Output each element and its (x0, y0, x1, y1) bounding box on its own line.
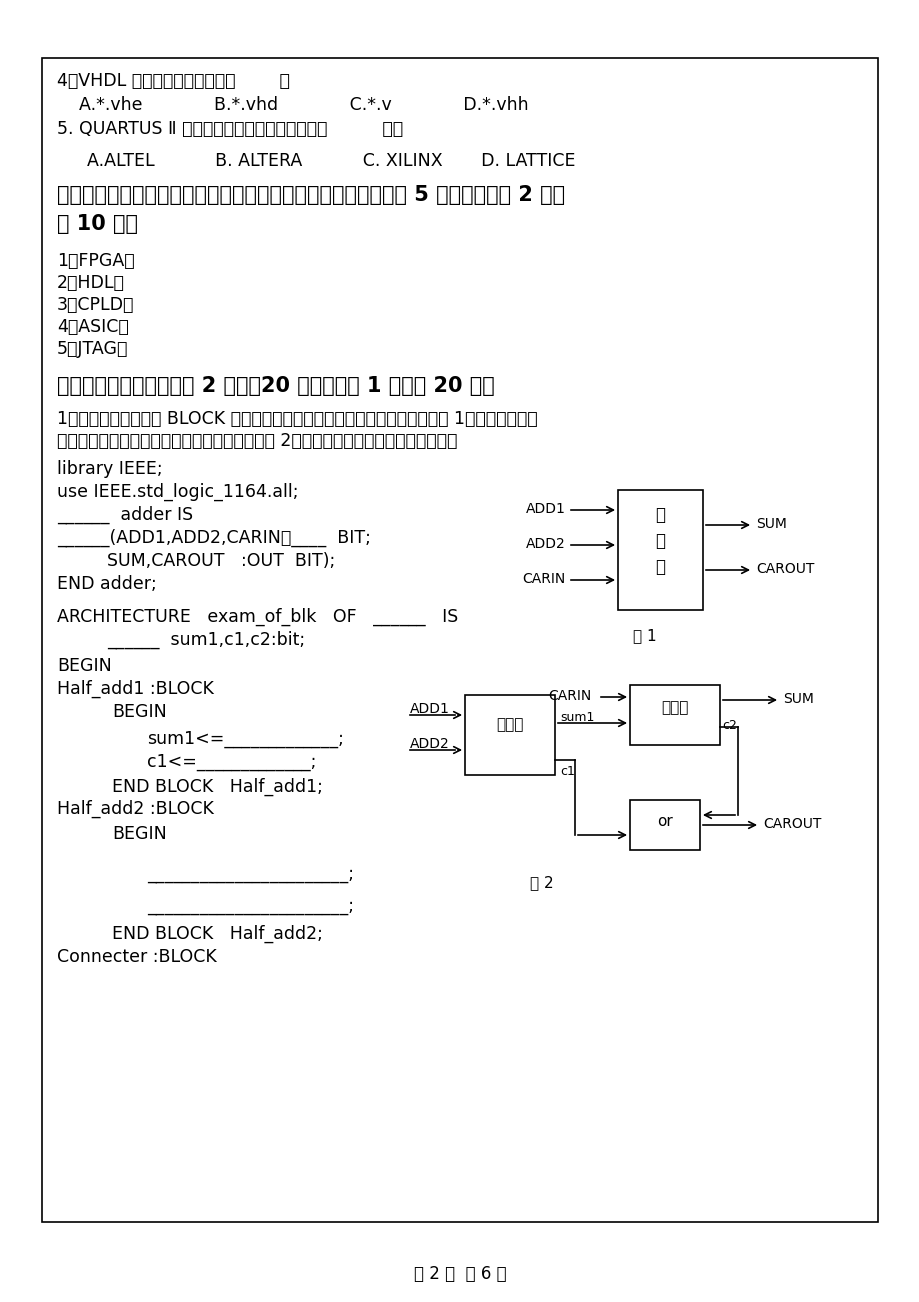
Text: BEGIN: BEGIN (57, 658, 111, 674)
Text: 四、程序填空：（本题共 2 小题，20 个空，每空 1 分，共 20 分）: 四、程序填空：（本题共 2 小题，20 个空，每空 1 分，共 20 分） (57, 376, 494, 396)
Text: ADD2: ADD2 (410, 737, 449, 751)
Text: BEGIN: BEGIN (112, 703, 166, 721)
Text: use IEEE.std_logic_1164.all;: use IEEE.std_logic_1164.all; (57, 483, 298, 501)
Bar (630, 685, 720, 745)
Text: END adder;: END adder; (57, 575, 156, 592)
Text: c1<=_____________;: c1<=_____________; (147, 753, 316, 771)
Bar (618, 490, 702, 611)
Text: Connecter :BLOCK: Connecter :BLOCK (57, 948, 217, 966)
Text: 加: 加 (654, 533, 664, 549)
Text: END BLOCK   Half_add2;: END BLOCK Half_add2; (112, 924, 323, 943)
Bar (464, 695, 554, 775)
Text: CAROUT: CAROUT (762, 816, 821, 831)
Text: 第 2 页  共 6 页: 第 2 页 共 6 页 (414, 1266, 505, 1282)
Text: 4．VHDL 程序文件的后缀名是（        ）: 4．VHDL 程序文件的后缀名是（ ） (57, 72, 289, 90)
Text: 4、ASIC：: 4、ASIC： (57, 318, 129, 336)
Text: ADD2: ADD2 (526, 536, 565, 551)
Text: 1、FPGA：: 1、FPGA： (57, 253, 134, 270)
Text: 2、HDL：: 2、HDL： (57, 273, 125, 292)
Text: ______(ADD1,ADD2,CARIN：____  BIT;: ______(ADD1,ADD2,CARIN：____ BIT; (57, 529, 370, 547)
Text: CARIN: CARIN (522, 572, 565, 586)
Bar (630, 799, 699, 850)
Text: c1: c1 (560, 766, 574, 779)
Text: 3、CPLD：: 3、CPLD： (57, 296, 134, 314)
Text: 图 1: 图 1 (632, 628, 656, 643)
Text: A.ALTEL           B. ALTERA           C. XILINX       D. LATTICE: A.ALTEL B. ALTERA C. XILINX D. LATTICE (87, 152, 575, 171)
Text: CAROUT: CAROUT (755, 562, 813, 575)
Text: SUM: SUM (782, 691, 813, 706)
Text: 全: 全 (654, 506, 664, 523)
Text: CARIN: CARIN (548, 689, 591, 703)
Text: _______________________;: _______________________; (147, 897, 354, 915)
Text: 共 10 分）: 共 10 分） (57, 214, 138, 234)
Text: ______  adder IS: ______ adder IS (57, 506, 193, 525)
Text: 器: 器 (654, 559, 664, 575)
Text: c2: c2 (721, 719, 736, 732)
Text: Half_add2 :BLOCK: Half_add2 :BLOCK (57, 799, 213, 818)
Text: SUM,CAROUT   :OUT  BIT);: SUM,CAROUT :OUT BIT); (107, 552, 335, 570)
Text: sum1<=_____________;: sum1<=_____________; (147, 730, 344, 749)
Text: ______  sum1,c1,c2:bit;: ______ sum1,c1,c2:bit; (107, 631, 305, 650)
Text: ADD1: ADD1 (410, 702, 449, 716)
Text: Half_add1 :BLOCK: Half_add1 :BLOCK (57, 680, 213, 698)
Text: sum1: sum1 (560, 711, 594, 724)
Text: 半加器: 半加器 (495, 717, 523, 732)
Text: 5. QUARTUS Ⅱ 支持下列哪个公司提供的器件（          ）。: 5. QUARTUS Ⅱ 支持下列哪个公司提供的器件（ ）。 (57, 120, 403, 138)
Text: 个半加器和必要的组合逻辑构成，内部结构如图 2，填写部分语句，使下面程序完整。: 个半加器和必要的组合逻辑构成，内部结构如图 2，填写部分语句，使下面程序完整。 (57, 432, 457, 450)
Text: SUM: SUM (755, 517, 786, 531)
Text: or: or (656, 814, 672, 829)
Text: 1、下面的程序是采用 BLOCK 语句来描述全加器电路，全加器的顶层框图如图 1，该全加器由两: 1、下面的程序是采用 BLOCK 语句来描述全加器电路，全加器的顶层框图如图 1… (57, 410, 537, 428)
Text: 三、名词解释，写出下列缩写的英文全称及中文含义：（本题共 5 小题，每小题 2 分，: 三、名词解释，写出下列缩写的英文全称及中文含义：（本题共 5 小题，每小题 2 … (57, 185, 564, 204)
Text: 图 2: 图 2 (529, 875, 553, 891)
Text: ARCHITECTURE   exam_of_blk   OF   ______   IS: ARCHITECTURE exam_of_blk OF ______ IS (57, 608, 458, 626)
Text: library IEEE;: library IEEE; (57, 460, 163, 478)
Text: END BLOCK   Half_add1;: END BLOCK Half_add1; (112, 779, 323, 797)
Text: A.*.vhe             B.*.vhd             C.*.v             D.*.vhh: A.*.vhe B.*.vhd C.*.v D.*.vhh (79, 96, 528, 115)
Text: _______________________;: _______________________; (147, 865, 354, 883)
Bar (42, 59, 877, 1223)
Text: ADD1: ADD1 (526, 503, 565, 516)
Text: 5、JTAG：: 5、JTAG： (57, 340, 129, 358)
Text: BEGIN: BEGIN (112, 825, 166, 842)
Text: 半加器: 半加器 (661, 700, 688, 715)
